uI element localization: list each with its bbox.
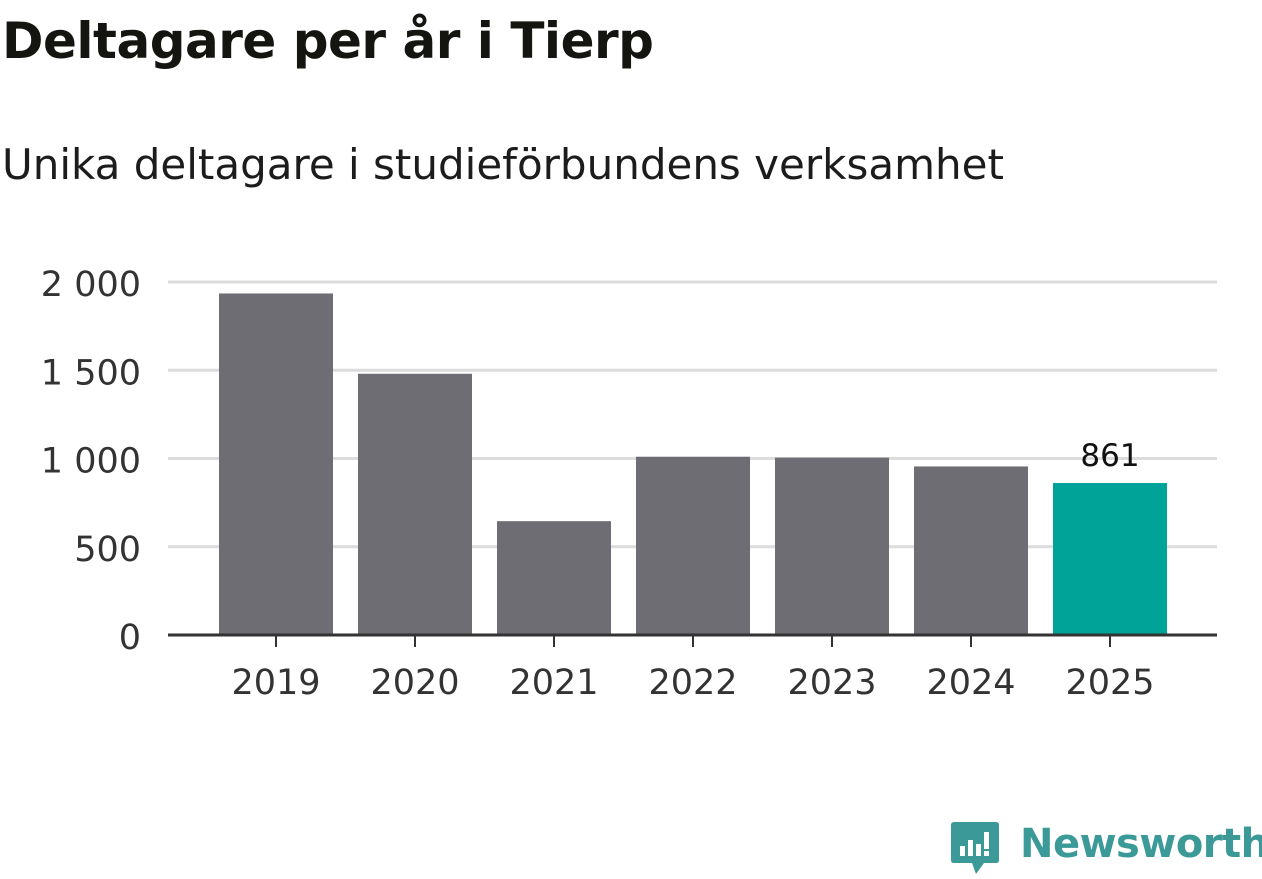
x-tick-label: 2025 [1065,663,1154,703]
y-tick-label: 0 [119,618,141,658]
bar-2024[interactable] [914,466,1028,635]
y-tick-label: 1 500 [41,353,141,393]
bar-2021[interactable] [497,521,611,635]
x-tick-label: 2024 [926,663,1015,703]
x-tick-label: 2022 [648,663,737,703]
newsworthy-logo[interactable]: Newsworthy [950,818,1262,876]
bar-2022[interactable] [636,456,750,635]
x-tick-label: 2019 [231,663,320,703]
y-tick-label: 1 000 [41,442,141,482]
brand-name: Newsworthy [1020,821,1262,867]
chart-title: Deltagare per år i Tierp [2,12,654,70]
data-label: 861 [1080,438,1139,474]
y-tick-label: 2 000 [41,265,141,305]
chart-subtitle: Unika deltagare i studieförbundens verks… [2,140,1004,189]
bar-2020[interactable] [358,373,472,635]
tick-labels: 0 500 1 000 1 500 2 000 2019 2020 2021 2022 2023 2… [41,265,1155,703]
bar-2025[interactable] [1053,483,1167,635]
bar-2019[interactable] [219,293,333,635]
x-tick-label: 2023 [787,663,876,703]
bars [219,293,1167,635]
y-tick-label: 500 [74,530,141,570]
x-axis [168,633,1217,647]
bar-2023[interactable] [775,457,889,635]
newsworthy-logo-icon [951,822,999,874]
x-tick-label: 2020 [370,663,459,703]
x-tick-label: 2021 [509,663,598,703]
